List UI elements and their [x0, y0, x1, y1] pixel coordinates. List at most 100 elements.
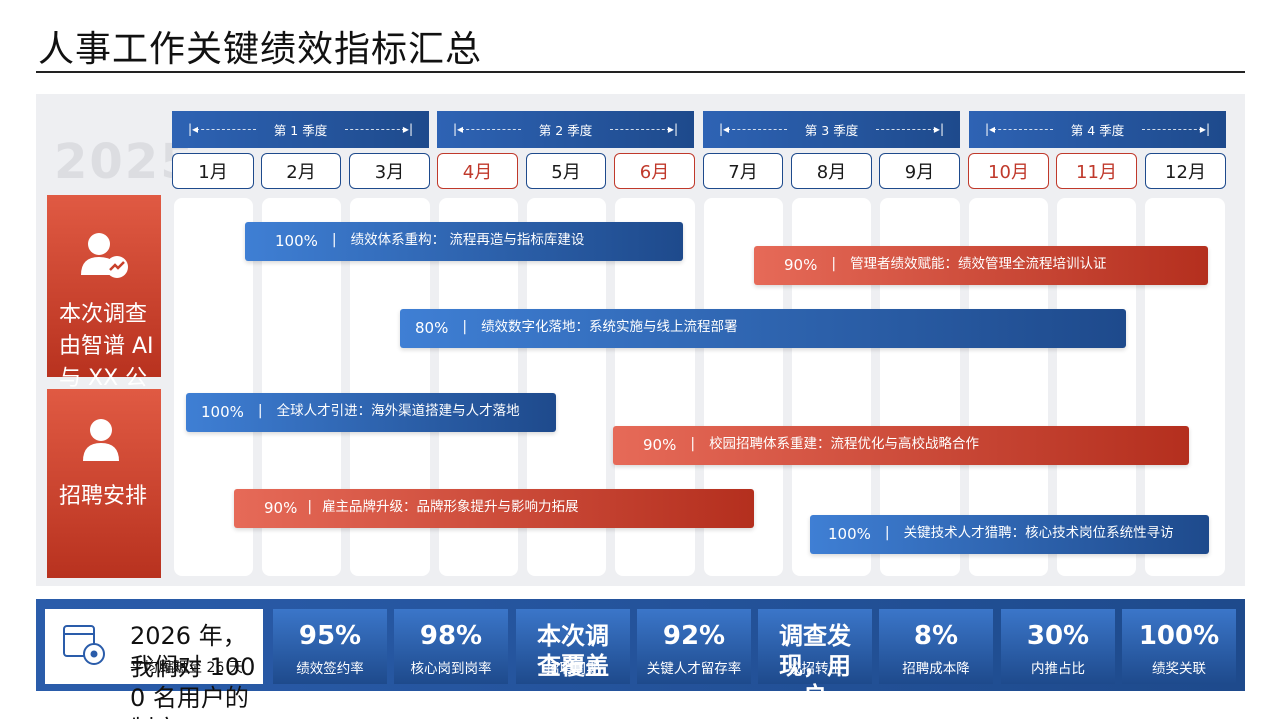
month-12: 12月	[1145, 153, 1226, 189]
kpi-value: 100%	[1138, 621, 1220, 651]
kpi-value: 调查发现，用户	[779, 622, 851, 710]
gantt-bar[interactable]: 90% | 管理者绩效赋能：绩效管理全流程培训认证	[754, 246, 1208, 285]
bar-percent: 80%	[415, 319, 449, 337]
bar-separator: |	[307, 499, 313, 515]
dashed-line	[461, 129, 521, 130]
quarter-label: 第 4 季度	[1070, 123, 1125, 138]
kpi-card: 95% 绩效签约率	[273, 609, 387, 684]
kpi-label: 关键人才留存率	[646, 661, 742, 677]
dashed-line	[727, 129, 787, 130]
month-3: 3月	[349, 153, 430, 189]
month-7: 7月	[703, 153, 783, 189]
kpi-value: 95%	[298, 621, 362, 651]
month-6: 6月	[614, 153, 695, 189]
month-8: 8月	[791, 153, 872, 189]
month-9: 9月	[879, 153, 960, 189]
gantt-bar[interactable]: 80% | 绩效数字化落地：系统实施与线上流程部署	[400, 309, 1126, 348]
bar-label: 绩效数字化落地：系统实施与线上流程部署	[481, 319, 738, 335]
quarter-label: 第 1 季度	[273, 123, 328, 138]
quarter-label: 第 2 季度	[538, 123, 593, 138]
kpi-value: 本次调查覆盖	[537, 622, 609, 680]
summary-card	[45, 609, 263, 684]
gantt-bar[interactable]: 90% | 雇主品牌升级：品牌形象提升与影响力拓展	[234, 489, 754, 528]
bar-percent: 90%	[643, 436, 677, 454]
dashed-line	[993, 129, 1053, 130]
bar-label: 管理者绩效赋能：绩效管理全流程培训认证	[850, 256, 1107, 272]
gantt-bar[interactable]: 90% | 校园招聘体系重建：流程优化与高校战略合作	[613, 426, 1189, 465]
arrow-left-icon: |◂	[985, 122, 996, 136]
bar-percent: 90%	[264, 499, 298, 517]
gantt-bar[interactable]: 100% | 关键技术人才猎聘：核心技术岗位系统性寻访	[810, 515, 1209, 554]
kpi-label: 校招转正	[788, 661, 842, 677]
person-icon	[83, 419, 119, 461]
year-watermark: 2025	[54, 134, 196, 190]
kpi-label: 绩效签约率	[296, 661, 364, 677]
quarter-header-4: |◂ 第 4 季度 ▸|	[969, 111, 1226, 148]
month-2: 2月	[261, 153, 341, 189]
dashed-line	[345, 129, 405, 130]
gantt-bar[interactable]: 100% | 全球人才引进：海外渠道搭建与人才落地	[186, 393, 556, 432]
bar-separator: |	[462, 319, 468, 335]
kpi-label: 绩奖关联	[1152, 661, 1206, 677]
quarter-label: 第 3 季度	[804, 123, 859, 138]
bar-percent: 100%	[275, 232, 318, 250]
bar-label: 绩效体系重构： 流程再造与指标库建设	[350, 232, 585, 248]
kpi-value: 92%	[662, 621, 726, 651]
quarter-header-2: |◂ 第 2 季度 ▸|	[437, 111, 694, 148]
bar-percent: 100%	[828, 525, 871, 543]
person-chart-icon	[81, 233, 128, 278]
kpi-value: 8%	[913, 621, 959, 651]
bar-separator: |	[884, 525, 890, 541]
dashed-line	[1142, 129, 1202, 130]
month-5: 5月	[526, 153, 606, 189]
summary-big-text: 2026 年，我们对 1000 名用户的制度	[130, 622, 256, 719]
kpi-card: 100% 绩奖关联	[1122, 609, 1236, 684]
month-10: 10月	[968, 153, 1049, 189]
kpi-card: 8% 招聘成本降	[879, 609, 993, 684]
category-panel-performance: 本次调查由智谱 AI 与 XX 公司联合进行，旨在为 XX 行业提供用户满	[47, 195, 161, 551]
kpi-card: 校招转正 调查发现，用户	[758, 609, 872, 710]
bar-label: 雇主品牌升级：品牌形象提升与影响力拓展	[322, 499, 579, 515]
arrow-right-icon: ▸|	[933, 122, 944, 136]
bar-label: 关键技术人才猎聘：核心技术岗位系统性寻访	[903, 525, 1174, 541]
gantt-bar[interactable]: 100% | 绩效体系重构： 流程再造与指标库建设	[245, 222, 683, 261]
summary-small-text: 缩短至 26 天	[160, 660, 243, 676]
arrow-left-icon: |◂	[453, 122, 464, 136]
arrow-left-icon: |◂	[719, 122, 730, 136]
arrow-right-icon: ▸|	[667, 122, 678, 136]
bar-separator: |	[257, 403, 263, 419]
kpi-label: 招聘周期	[546, 661, 600, 677]
kpi-card: 98% 核心岗到岗率	[394, 609, 508, 684]
page-title: 人事工作关键绩效指标汇总	[38, 29, 483, 70]
dashed-line	[610, 129, 670, 130]
bar-separator: |	[831, 256, 837, 272]
bar-percent: 100%	[201, 403, 244, 421]
category-text: 招聘安排	[59, 484, 148, 509]
quarter-header-1: |◂ 第 1 季度 ▸|	[172, 111, 429, 148]
kpi-card: 92% 关键人才留存率	[637, 609, 751, 684]
dashed-line	[196, 129, 256, 130]
dashed-line	[876, 129, 936, 130]
kpi-value: 30%	[1026, 621, 1090, 651]
bar-percent: 90%	[784, 256, 818, 274]
summary-overlap-text: 平均周期	[130, 660, 186, 676]
kpi-value: 98%	[419, 621, 483, 651]
bar-label: 全球人才引进：海外渠道搭建与人才落地	[276, 403, 520, 419]
kpi-card: 招聘周期 本次调查覆盖	[516, 609, 630, 684]
kpi-label: 招聘成本降	[902, 661, 970, 677]
arrow-left-icon: |◂	[188, 122, 199, 136]
calendar-gear-icon	[63, 625, 105, 665]
title-divider	[36, 71, 1245, 73]
kpi-label: 核心岗到岗率	[410, 661, 492, 677]
month-11: 11月	[1056, 153, 1137, 189]
bar-separator: |	[331, 232, 337, 248]
arrow-right-icon: ▸|	[1199, 122, 1210, 136]
bar-separator: |	[690, 436, 696, 452]
kpi-label: 内推占比	[1031, 661, 1085, 677]
arrow-right-icon: ▸|	[402, 122, 413, 136]
month-1: 1月	[172, 153, 254, 189]
category-panel-recruitment: 招聘安排	[47, 389, 161, 578]
quarter-header-3: |◂ 第 3 季度 ▸|	[703, 111, 960, 148]
bar-label: 校园招聘体系重建：流程优化与高校战略合作	[709, 436, 980, 452]
month-4: 4月	[437, 153, 518, 189]
